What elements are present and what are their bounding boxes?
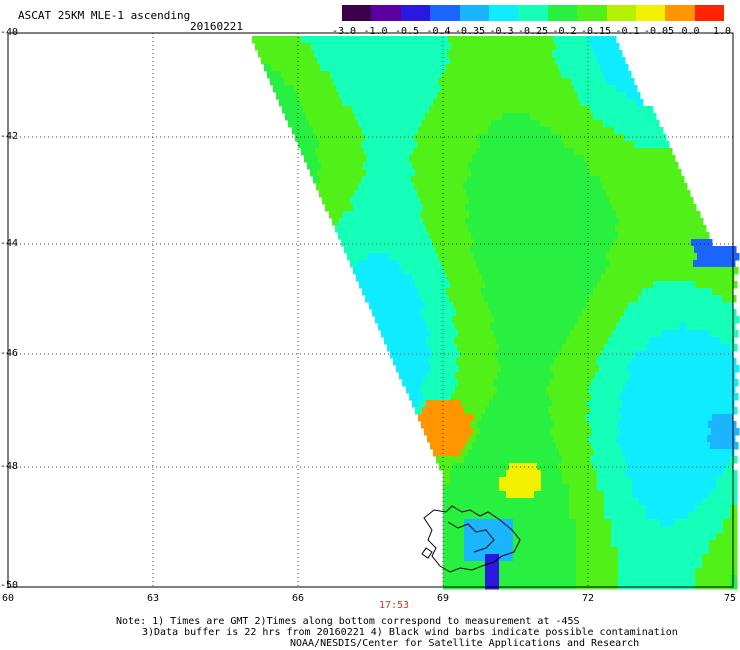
note-line-1: Note: 1) Times are GMT 2)Times along bot…: [116, 616, 580, 627]
legend-label: -0.15: [580, 26, 612, 37]
island-coastline: [421, 505, 521, 573]
note-line-2: 3)Data buffer is 22 hrs from 20160221 4)…: [142, 627, 678, 638]
legend-color-swatch: [518, 5, 548, 21]
plot-frame: [7, 32, 734, 588]
legend-label: 0.0: [681, 26, 700, 37]
legend-label: -0.3: [489, 26, 514, 37]
legend-label: -0.25: [517, 26, 549, 37]
y-tick-label: -46: [0, 348, 19, 359]
lat-lon-grid: [8, 33, 733, 587]
coastline-inner: [447, 521, 495, 553]
legend-color-swatch: [606, 5, 636, 21]
legend-label: -0.5: [394, 26, 420, 37]
pass-time-label: 17:53: [378, 600, 410, 611]
legend-color-swatch: [430, 5, 460, 21]
y-tick-label: -42: [0, 131, 19, 142]
legend-label: -0.1: [615, 26, 640, 37]
legend-label: 1.0: [712, 26, 732, 37]
legend-color-swatch: [459, 5, 489, 21]
y-tick-label: -40: [0, 27, 19, 38]
x-tick-label: 66: [291, 593, 305, 604]
y-tick-label: -50: [0, 580, 19, 591]
chart-date: 20160221: [190, 20, 243, 33]
legend-color-swatch: [371, 5, 401, 21]
legend-color-swatch: [547, 5, 578, 21]
x-tick-label: 60: [1, 593, 15, 604]
legend-label: -3.0: [331, 26, 357, 37]
legend-color-swatch: [342, 5, 372, 21]
legend-label: -0.4: [426, 26, 451, 37]
chart-title: ASCAT 25KM MLE-1 ascending: [18, 9, 191, 22]
legend-label: -0.2: [552, 26, 577, 37]
legend-color-swatch: [577, 5, 607, 21]
coastline-path: [423, 505, 521, 573]
legend-color-swatch: [635, 5, 666, 21]
swath-data-field: [252, 36, 740, 590]
legend-color-swatch: [400, 5, 431, 21]
legend-label: -0.05: [643, 26, 675, 37]
legend-color-swatch: [665, 5, 695, 21]
x-tick-label: 69: [436, 593, 450, 604]
x-tick-label: 72: [581, 593, 595, 604]
coastline-islet: [421, 547, 433, 559]
legend-color-swatch: [694, 5, 725, 21]
y-tick-label: -48: [0, 461, 19, 472]
legend-label: -1.0: [363, 26, 388, 37]
x-tick-label: 63: [146, 593, 160, 604]
color-legend-bar: [342, 5, 725, 21]
y-tick-label: -44: [0, 238, 19, 249]
legend-color-swatch: [488, 5, 519, 21]
x-tick-label: 75: [723, 593, 737, 604]
legend-label: -0.35: [454, 26, 486, 37]
note-line-3: NOAA/NESDIS/Center for Satellite Applica…: [290, 638, 640, 649]
